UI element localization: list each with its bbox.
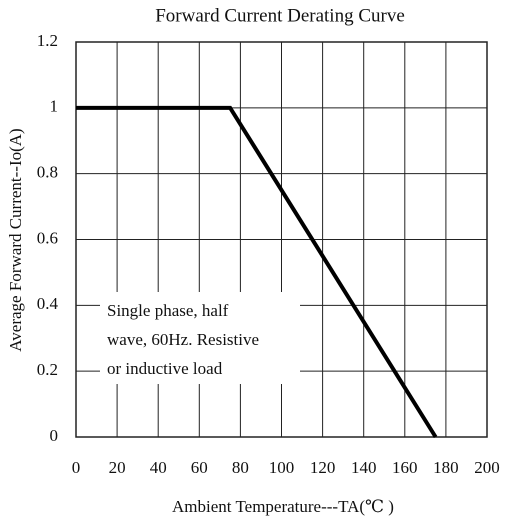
x-tick-label: 60 xyxy=(191,458,208,477)
x-tick-label: 140 xyxy=(351,458,377,477)
x-axis-label: Ambient Temperature---TA(℃ ) xyxy=(172,497,394,516)
y-tick-label: 0.4 xyxy=(37,294,59,313)
x-tick-label: 20 xyxy=(109,458,126,477)
x-tick-label: 0 xyxy=(72,458,81,477)
x-tick-label: 100 xyxy=(269,458,295,477)
annotation: Single phase, half xyxy=(107,301,229,320)
x-tick-label: 80 xyxy=(232,458,249,477)
x-tick-label: 180 xyxy=(433,458,459,477)
y-tick-label: 1 xyxy=(50,97,59,116)
x-tick-label: 40 xyxy=(150,458,167,477)
chart-title: Forward Current Derating Curve xyxy=(155,5,405,26)
x-tick-label: 160 xyxy=(392,458,418,477)
y-tick-label: 0.8 xyxy=(37,163,58,182)
y-tick-label: 0.6 xyxy=(37,228,58,247)
plot-frame xyxy=(75,41,488,438)
y-tick-label: 1.2 xyxy=(37,31,58,50)
x-tick-label: 200 xyxy=(474,458,500,477)
annotation-box xyxy=(100,292,300,384)
x-tick-label: 120 xyxy=(310,458,336,477)
y-tick-label: 0.2 xyxy=(37,360,58,379)
annotation: or inductive load xyxy=(107,359,223,378)
y-axis-label: Average Forward Current--Io(A) xyxy=(6,128,25,351)
y-tick-label: 0 xyxy=(50,426,59,445)
annotation: wave, 60Hz. Resistive xyxy=(107,330,259,349)
data-line xyxy=(76,105,438,439)
